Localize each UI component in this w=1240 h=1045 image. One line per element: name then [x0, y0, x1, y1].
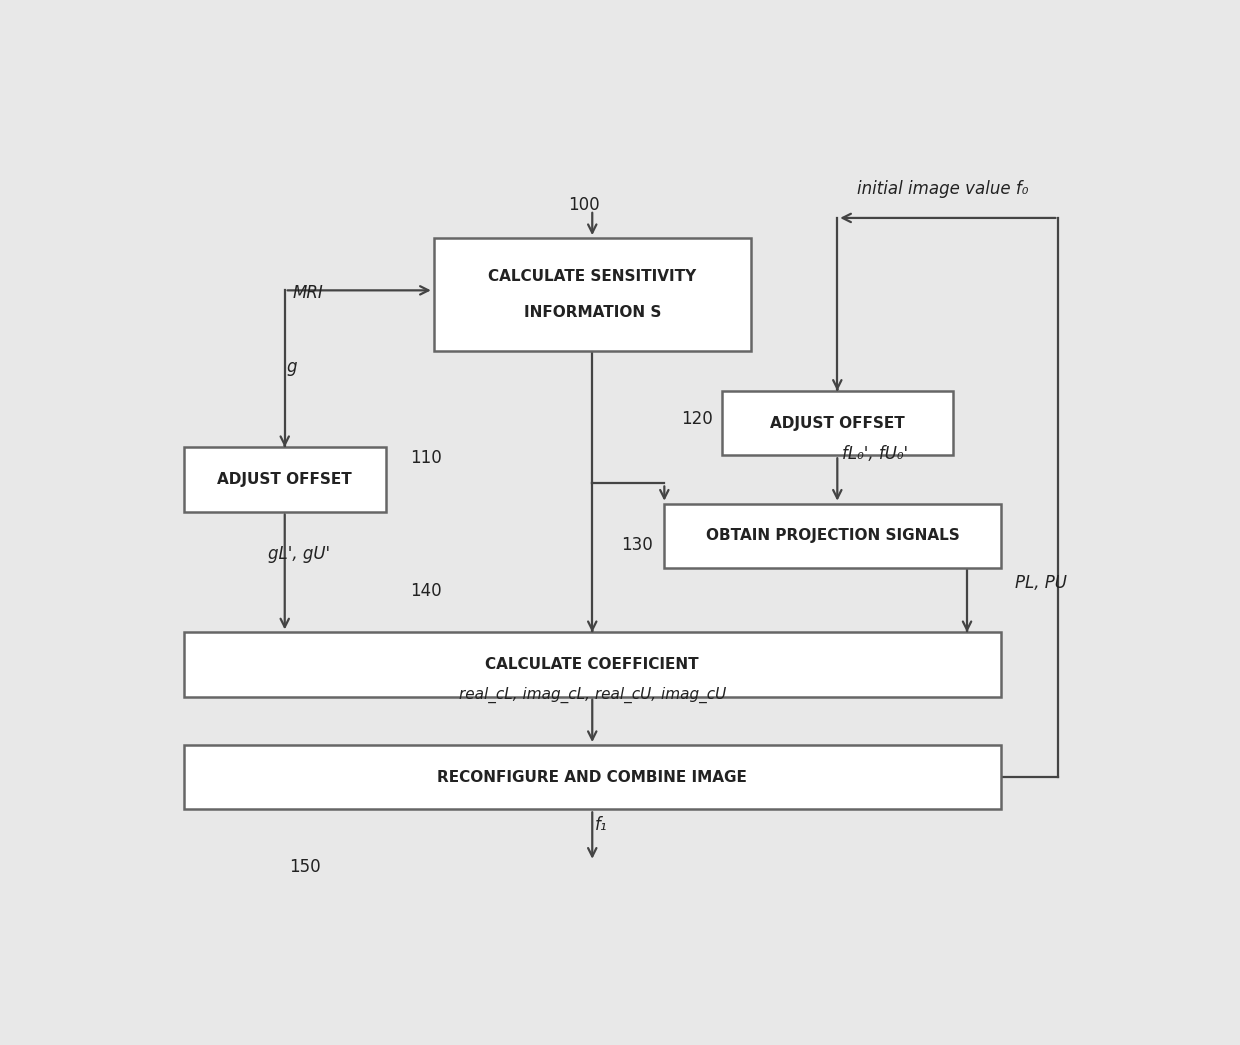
Text: CALCULATE SENSITIVITY: CALCULATE SENSITIVITY [489, 270, 697, 284]
Text: real_cL, imag_cL, real_cU, imag_cU: real_cL, imag_cL, real_cU, imag_cU [459, 687, 725, 703]
Text: ADJUST OFFSET: ADJUST OFFSET [770, 416, 905, 431]
Text: CALCULATE COEFFICIENT: CALCULATE COEFFICIENT [485, 657, 699, 672]
Text: OBTAIN PROJECTION SIGNALS: OBTAIN PROJECTION SIGNALS [706, 529, 960, 543]
Bar [184, 447, 386, 512]
Text: MRI: MRI [293, 284, 324, 302]
Bar [434, 238, 750, 351]
Text: 100: 100 [568, 195, 600, 214]
Text: ADJUST OFFSET: ADJUST OFFSET [217, 472, 352, 487]
Text: fL₀', fU₀': fL₀', fU₀' [842, 445, 908, 463]
Text: PL, PU: PL, PU [1016, 575, 1066, 593]
Text: 130: 130 [621, 536, 652, 554]
Bar [184, 632, 1001, 697]
Text: RECONFIGURE AND COMBINE IMAGE: RECONFIGURE AND COMBINE IMAGE [438, 770, 748, 785]
Text: INFORMATION S: INFORMATION S [523, 304, 661, 320]
Text: 150: 150 [290, 858, 321, 876]
Text: gL', gU': gL', gU' [268, 545, 331, 563]
Text: 120: 120 [681, 410, 712, 428]
Text: 110: 110 [409, 449, 441, 467]
Text: initial image value f₀: initial image value f₀ [857, 180, 1029, 198]
Bar [184, 745, 1001, 809]
Bar [665, 504, 1001, 568]
Text: f₁: f₁ [595, 816, 608, 834]
Text: g: g [286, 357, 298, 376]
Text: 140: 140 [409, 582, 441, 600]
Bar [722, 391, 952, 456]
